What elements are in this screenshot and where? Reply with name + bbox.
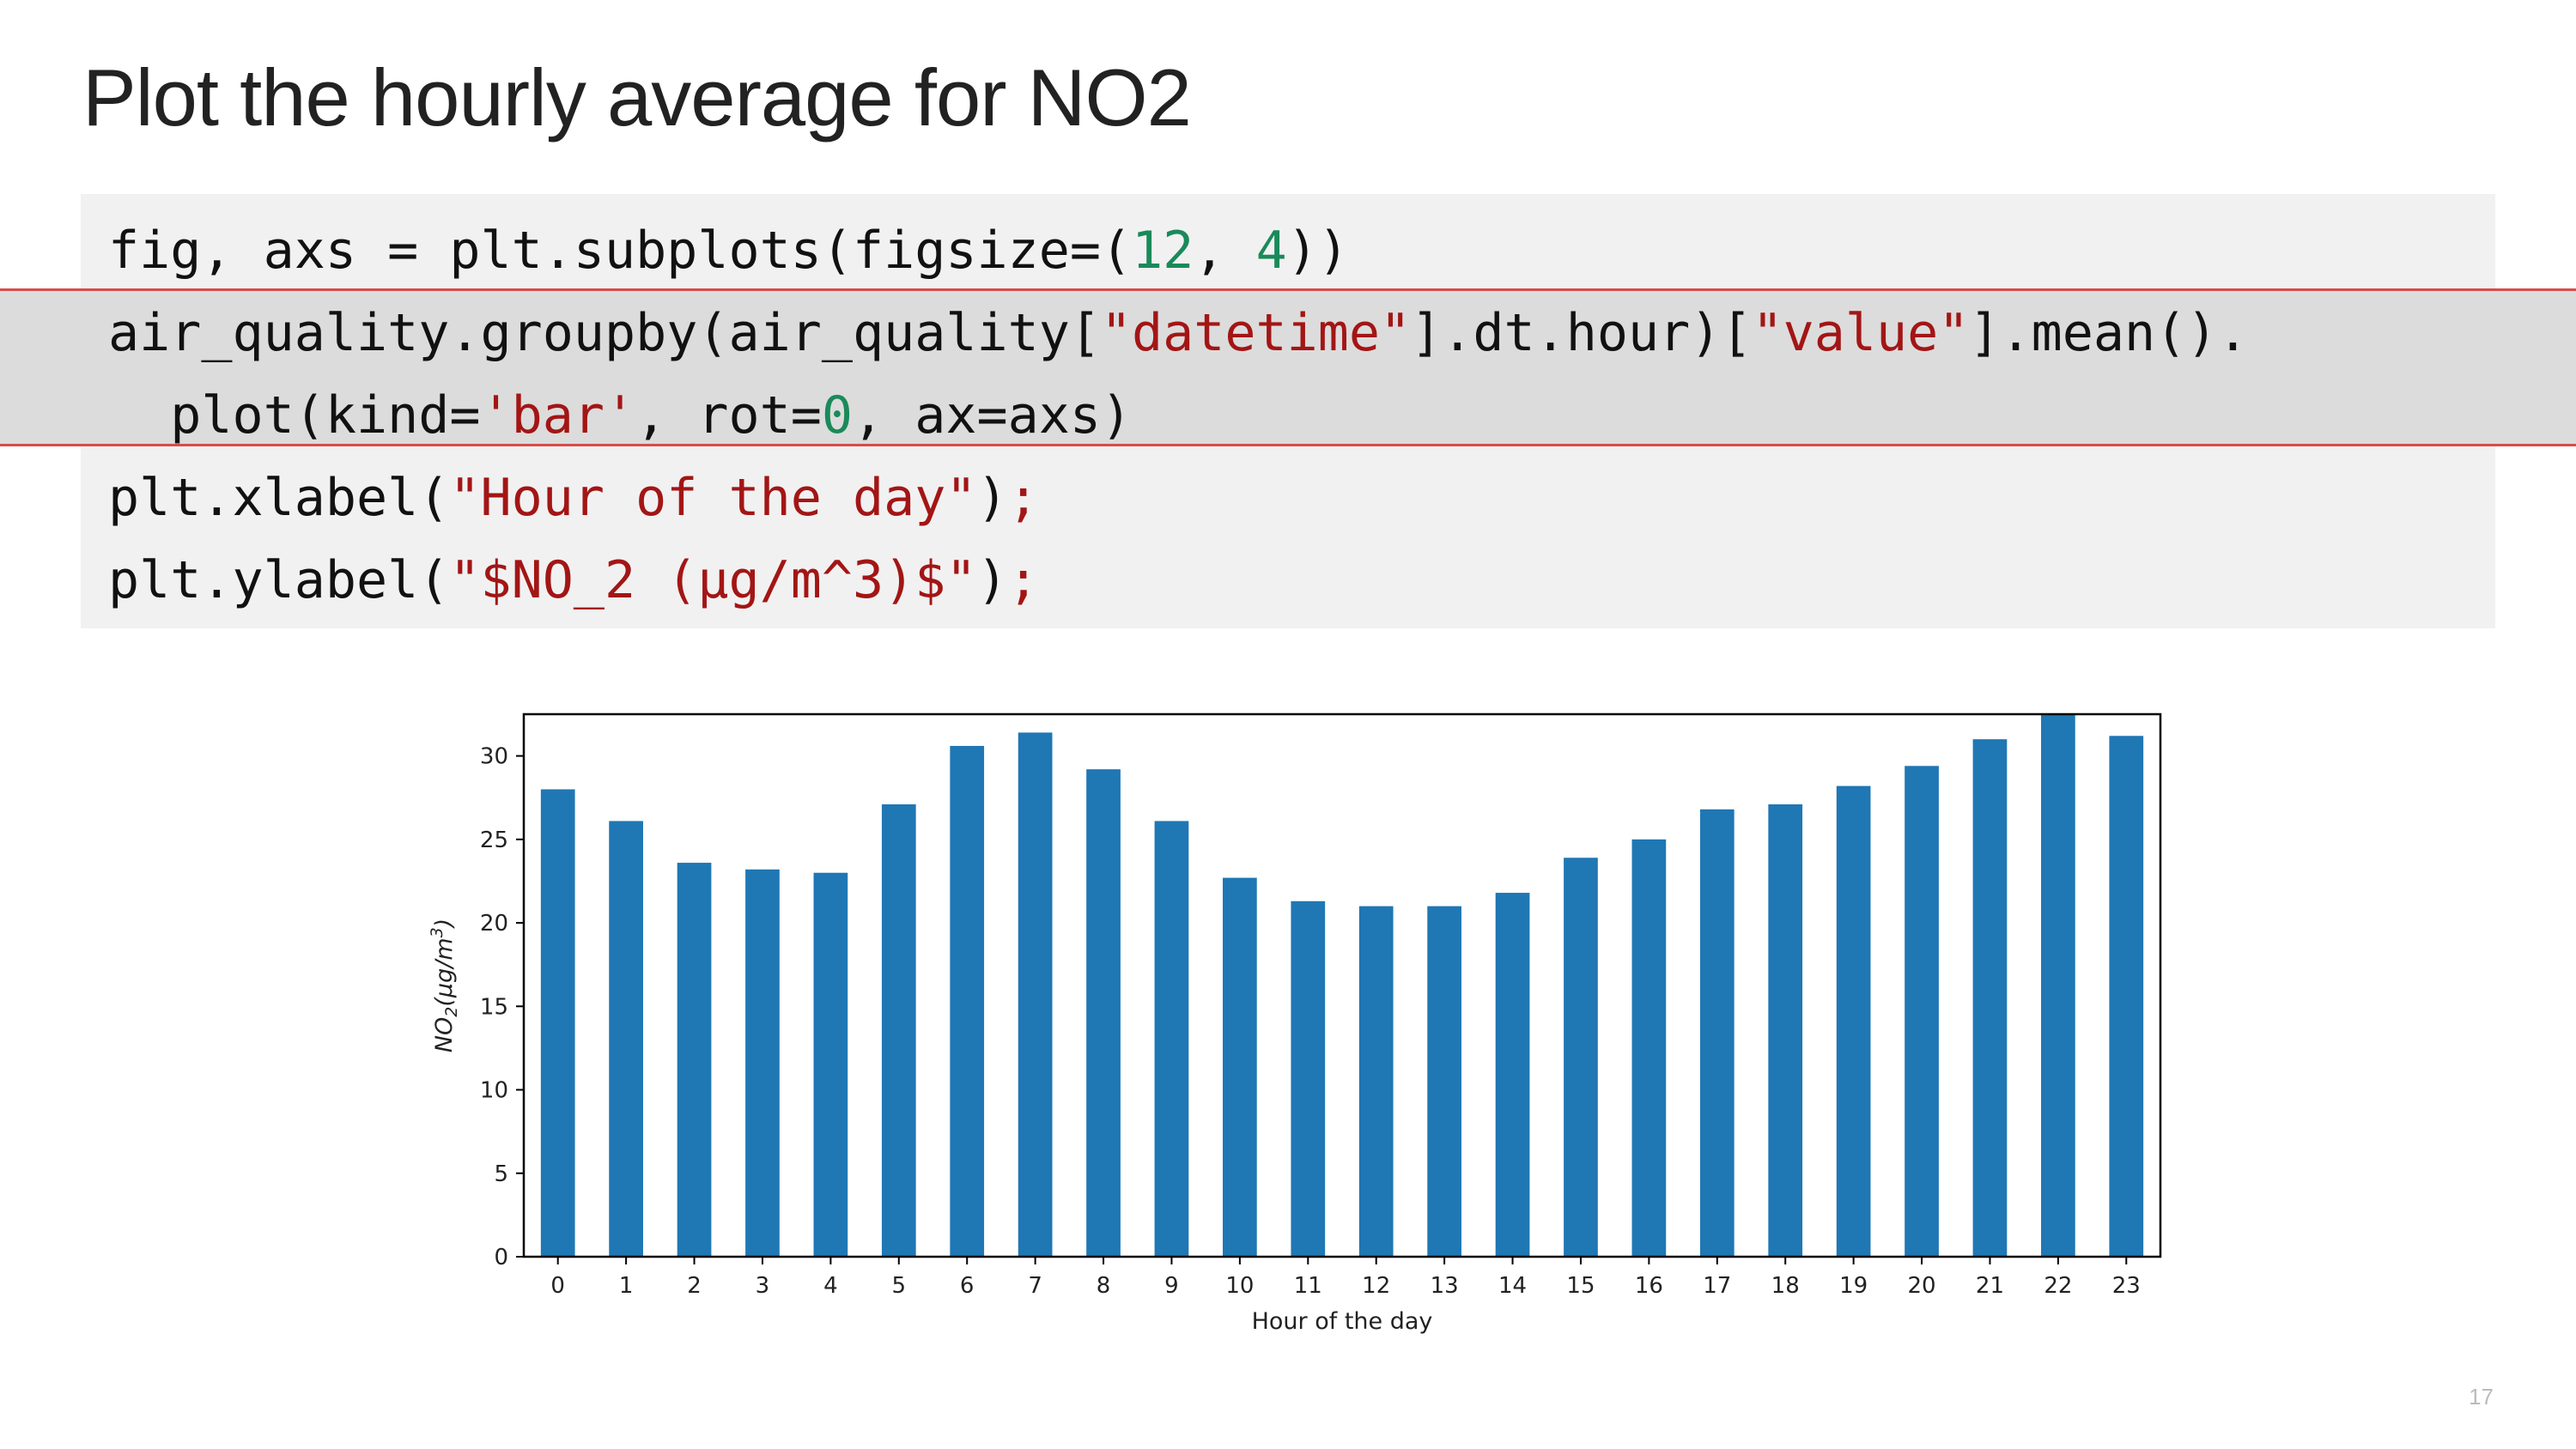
bar-hour-0 bbox=[540, 789, 575, 1257]
bar-hour-2 bbox=[677, 863, 712, 1257]
code-highlight-band bbox=[0, 288, 2576, 446]
y-tick-label: 5 bbox=[494, 1161, 508, 1187]
bar-hour-16 bbox=[1631, 839, 1667, 1257]
bar-hour-15 bbox=[1564, 858, 1598, 1257]
x-tick-label: 18 bbox=[1771, 1273, 1800, 1299]
bar-hour-19 bbox=[1836, 785, 1871, 1257]
code-line-1: fig, axs = plt.subplots(figsize=(12, 4)) bbox=[108, 221, 1349, 281]
y-label-main: NO bbox=[431, 1017, 458, 1052]
x-tick-label: 14 bbox=[1498, 1273, 1527, 1299]
y-tick-label: 25 bbox=[480, 828, 508, 853]
x-tick-label: 19 bbox=[1839, 1273, 1868, 1299]
x-tick-label: 21 bbox=[1976, 1273, 2004, 1299]
y-label-sup: 3 bbox=[428, 927, 447, 937]
y-label-sub: 2 bbox=[442, 1007, 461, 1017]
x-tick-label: 2 bbox=[687, 1273, 702, 1299]
x-tick-label: 7 bbox=[1028, 1273, 1042, 1299]
bar-hour-13 bbox=[1427, 906, 1461, 1257]
bar-hour-21 bbox=[1972, 739, 2008, 1257]
code-line-5: plt.ylabel("$NO_2 (µg/m^3)$"); bbox=[108, 550, 1039, 610]
page-number: 17 bbox=[2469, 1384, 2494, 1410]
x-tick-label: 12 bbox=[1362, 1273, 1390, 1299]
y-tick-label: 0 bbox=[494, 1245, 508, 1270]
y-tick-label: 10 bbox=[480, 1078, 508, 1104]
code-line-2: air_quality.groupby(air_quality["datetim… bbox=[108, 303, 2249, 363]
slide-title: Plot the hourly average for NO2 bbox=[82, 52, 1192, 142]
bar-hour-11 bbox=[1291, 900, 1326, 1257]
x-tick-label: 1 bbox=[619, 1273, 634, 1299]
x-tick-label: 10 bbox=[1225, 1273, 1254, 1299]
x-ticks-layer: 0 1 2 3 4 5 6 7 8 9 10 11 12 13 14 15 16 17 18 19 20 21 22 23 bbox=[550, 1257, 2141, 1299]
bar-hour-23 bbox=[2109, 736, 2144, 1257]
y-axis-label: NO2(μg/m3) bbox=[428, 919, 461, 1052]
x-tick-label: 15 bbox=[1566, 1273, 1595, 1299]
plot-frame bbox=[522, 712, 2162, 1258]
x-tick-label: 3 bbox=[756, 1273, 770, 1299]
code-line-3: plot(kind='bar', rot=0, ax=axs) bbox=[108, 385, 1133, 446]
x-tick-label: 17 bbox=[1703, 1273, 1731, 1299]
bar-hour-17 bbox=[1699, 809, 1735, 1257]
x-tick-label: 5 bbox=[892, 1273, 907, 1299]
x-tick-label: 6 bbox=[960, 1273, 975, 1299]
bar-hour-6 bbox=[950, 745, 985, 1257]
y-label-unit: μg/m bbox=[431, 937, 458, 998]
bar-hour-14 bbox=[1495, 893, 1530, 1257]
y-tick-label: 30 bbox=[480, 744, 508, 770]
x-tick-label: 11 bbox=[1294, 1273, 1322, 1299]
x-tick-label: 20 bbox=[1907, 1273, 1935, 1299]
bar-hour-12 bbox=[1358, 906, 1394, 1257]
bar-hour-22 bbox=[2041, 714, 2075, 1257]
x-tick-label: 8 bbox=[1097, 1273, 1111, 1299]
bar-hour-1 bbox=[609, 821, 643, 1257]
y-tick-label: 15 bbox=[480, 994, 508, 1020]
bar-hour-10 bbox=[1223, 877, 1257, 1257]
bar-hour-8 bbox=[1086, 769, 1121, 1257]
x-tick-label: 0 bbox=[550, 1273, 565, 1299]
y-ticks-layer: 0 5 10 15 20 25 30 bbox=[480, 744, 524, 1270]
y-label-paren-close: ) bbox=[431, 919, 458, 930]
x-tick-label: 23 bbox=[2112, 1273, 2141, 1299]
bar-hour-18 bbox=[1768, 804, 1803, 1257]
y-tick-label: 20 bbox=[480, 911, 508, 937]
bar-hour-20 bbox=[1905, 766, 1939, 1257]
x-tick-label: 13 bbox=[1431, 1273, 1459, 1299]
bars-layer bbox=[540, 714, 2144, 1257]
x-tick-label: 4 bbox=[823, 1273, 838, 1299]
y-label-paren-open: ( bbox=[431, 997, 458, 1007]
bar-hour-4 bbox=[813, 872, 848, 1257]
x-tick-label: 16 bbox=[1635, 1273, 1663, 1299]
x-tick-label: 22 bbox=[2044, 1273, 2072, 1299]
x-tick-label: 9 bbox=[1164, 1273, 1179, 1299]
bar-hour-5 bbox=[881, 804, 916, 1257]
bar-chart: 0 5 10 15 20 25 30 0 1 2 3 4 5 6 7 8 9 10 11 12 13 14 15 16 17 1… bbox=[404, 704, 2181, 1352]
bar-hour-9 bbox=[1154, 821, 1189, 1257]
x-axis-label: Hour of the day bbox=[1252, 1308, 1433, 1335]
bar-hour-3 bbox=[745, 869, 780, 1257]
bar-hour-7 bbox=[1018, 732, 1053, 1257]
code-line-4: plt.xlabel("Hour of the day"); bbox=[108, 468, 1039, 528]
